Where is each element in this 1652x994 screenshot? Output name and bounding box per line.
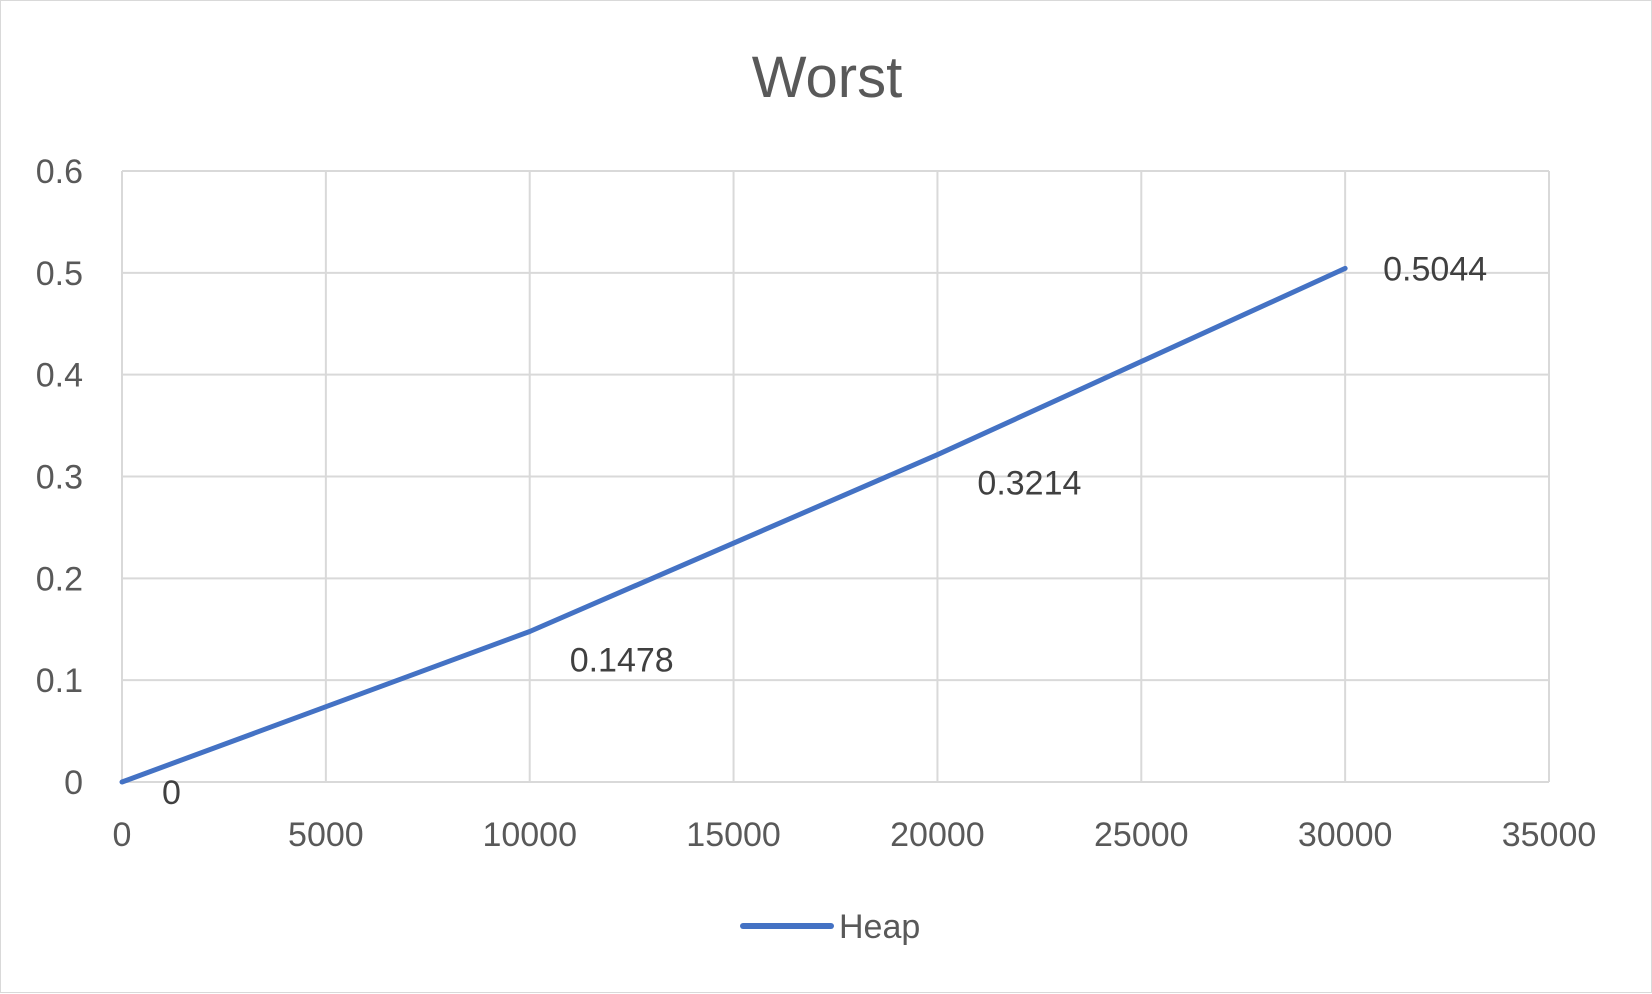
- series-group: [119, 265, 1348, 785]
- x-tick-label: 10000: [482, 816, 577, 854]
- y-tick-label: 0: [64, 764, 83, 802]
- y-tick-label: 0.1: [36, 662, 83, 700]
- x-tick-label: 0: [113, 816, 132, 854]
- x-tick-label: 20000: [890, 816, 985, 854]
- data-label: 0: [162, 774, 181, 812]
- data-label: 0.3214: [977, 465, 1081, 503]
- y-tick-label: 0.3: [36, 459, 83, 497]
- series-line-heap: [119, 265, 1348, 785]
- y-axis-ticks: 0 0.1 0.2 0.3 0.4 0.5 0.6: [36, 153, 83, 802]
- y-tick-label: 0.5: [36, 255, 83, 293]
- y-tick-label: 0.2: [36, 560, 83, 598]
- data-label: 0.5044: [1383, 250, 1487, 288]
- data-labels: 0 0.1478 0.3214 0.5044: [162, 250, 1487, 812]
- x-tick-label: 35000: [1502, 816, 1597, 854]
- x-tick-label: 15000: [686, 816, 781, 854]
- y-tick-label: 0.6: [36, 153, 83, 191]
- y-tick-label: 0.4: [36, 357, 83, 395]
- data-label: 0.1478: [570, 641, 674, 679]
- x-axis-ticks: 0 5000 10000 15000 20000 25000 30000 35000: [113, 816, 1597, 854]
- gridlines: [121, 170, 1550, 783]
- x-tick-label: 5000: [288, 816, 364, 854]
- legend-label: Heap: [839, 908, 920, 946]
- legend: Heap: [740, 908, 920, 946]
- x-tick-label: 25000: [1094, 816, 1189, 854]
- x-tick-label: 30000: [1298, 816, 1393, 854]
- chart-title: Worst: [752, 45, 902, 110]
